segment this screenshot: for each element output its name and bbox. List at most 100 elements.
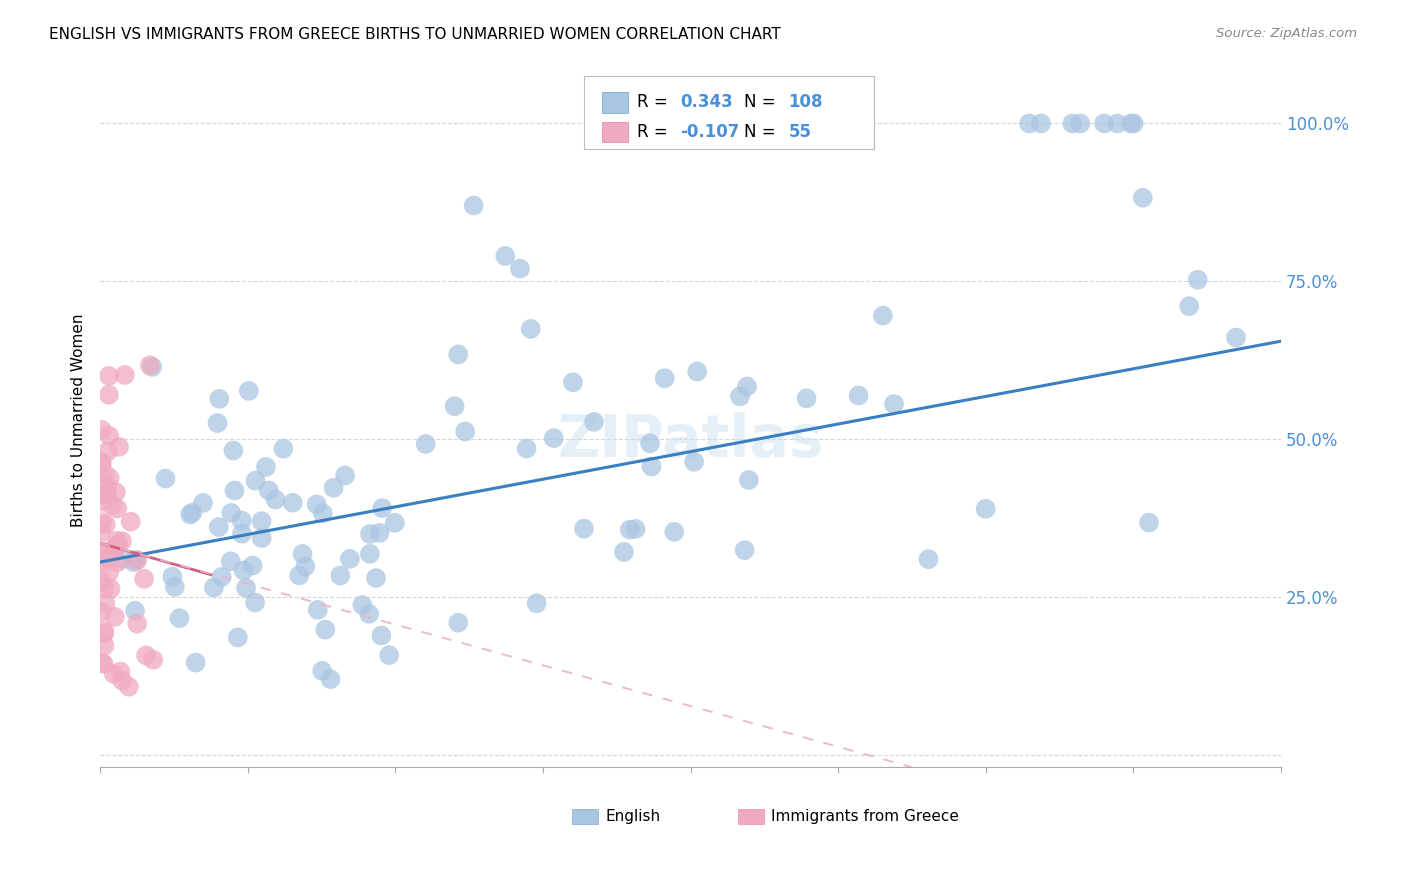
Point <box>250 531 273 545</box>
Point <box>378 648 401 662</box>
Text: English: English <box>606 809 661 824</box>
Point <box>98 471 121 485</box>
Point <box>243 595 266 609</box>
Point <box>1107 116 1129 130</box>
Point <box>291 547 314 561</box>
Point <box>98 368 121 383</box>
Point <box>125 553 148 567</box>
Point <box>122 555 145 569</box>
Point <box>314 623 336 637</box>
Point <box>91 515 114 529</box>
Point <box>1069 116 1091 130</box>
Point <box>105 501 128 516</box>
Point <box>139 359 162 373</box>
Point <box>370 628 392 642</box>
Point <box>90 574 112 588</box>
Point <box>494 249 516 263</box>
Point <box>135 648 157 663</box>
Text: R =: R = <box>637 94 673 112</box>
Point <box>90 487 112 501</box>
Point <box>683 455 706 469</box>
Point <box>526 596 548 610</box>
Point <box>1187 273 1209 287</box>
Text: N =: N = <box>744 123 780 141</box>
Point <box>359 607 381 621</box>
Point <box>93 657 115 671</box>
Text: 55: 55 <box>789 123 811 141</box>
Point <box>111 673 134 688</box>
Point <box>583 415 606 429</box>
Point <box>339 552 361 566</box>
Point <box>120 515 142 529</box>
Point <box>141 359 163 374</box>
Point <box>447 615 470 630</box>
Point <box>264 492 287 507</box>
Point <box>242 558 264 573</box>
Point <box>664 524 686 539</box>
Point <box>352 598 374 612</box>
Point <box>619 523 641 537</box>
Point <box>281 496 304 510</box>
Point <box>638 436 661 450</box>
Point <box>232 563 254 577</box>
Point <box>257 483 280 498</box>
Point <box>686 365 709 379</box>
Point <box>305 497 328 511</box>
Point <box>163 580 186 594</box>
Point <box>103 544 125 558</box>
Point <box>94 544 117 558</box>
Point <box>101 499 124 513</box>
Point <box>226 631 249 645</box>
Point <box>105 533 128 548</box>
Point <box>1018 116 1040 130</box>
Point <box>98 429 121 443</box>
Text: R =: R = <box>637 123 673 141</box>
Point <box>111 534 134 549</box>
Point <box>90 457 112 471</box>
Point <box>90 656 112 670</box>
Point <box>96 478 118 492</box>
Point <box>224 483 246 498</box>
Point <box>104 610 127 624</box>
FancyBboxPatch shape <box>572 809 599 824</box>
Point <box>654 371 676 385</box>
Point <box>90 549 112 563</box>
Point <box>169 611 191 625</box>
Point <box>1137 516 1160 530</box>
Point <box>104 485 127 500</box>
Point <box>114 368 136 382</box>
Point <box>231 526 253 541</box>
Text: -0.107: -0.107 <box>681 123 740 141</box>
Point <box>181 506 204 520</box>
Point <box>94 597 117 611</box>
Text: ENGLISH VS IMMIGRANTS FROM GREECE BIRTHS TO UNMARRIED WOMEN CORRELATION CHART: ENGLISH VS IMMIGRANTS FROM GREECE BIRTHS… <box>49 27 780 42</box>
Point <box>415 437 437 451</box>
Point <box>273 442 295 456</box>
Y-axis label: Births to Unmarried Women: Births to Unmarried Women <box>72 313 86 527</box>
Point <box>103 667 125 681</box>
Point <box>872 309 894 323</box>
Point <box>640 459 662 474</box>
Point <box>735 379 758 393</box>
Point <box>104 541 127 555</box>
Point <box>191 496 214 510</box>
Point <box>94 554 117 568</box>
Point <box>125 553 148 567</box>
Point <box>443 399 465 413</box>
Point <box>572 522 595 536</box>
Point <box>359 527 381 541</box>
Point <box>207 416 229 430</box>
Point <box>98 566 121 580</box>
Point <box>883 397 905 411</box>
Point <box>734 543 756 558</box>
Point <box>254 459 277 474</box>
Point <box>1092 116 1115 130</box>
Point <box>108 440 131 454</box>
Point <box>202 581 225 595</box>
Point <box>1225 330 1247 344</box>
Point <box>796 392 818 406</box>
Text: 0.343: 0.343 <box>681 94 733 112</box>
Point <box>329 568 352 582</box>
Point <box>98 388 121 402</box>
FancyBboxPatch shape <box>738 809 763 824</box>
